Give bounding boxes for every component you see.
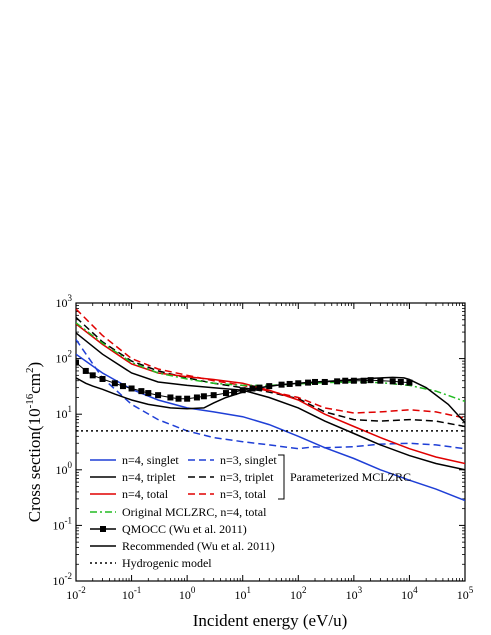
bracket-label: Parameterized MCLZRC xyxy=(290,470,411,484)
series-layer xyxy=(76,308,465,502)
qmocc-marker xyxy=(231,389,238,396)
x-tick-label: 10-2 xyxy=(66,585,86,602)
y-tick-label: 100 xyxy=(56,460,73,477)
y-axis-label-unit-exp: 2 xyxy=(24,367,36,373)
y-axis-label-main: Cross section(10 xyxy=(25,408,44,522)
y-tick-label: 10-1 xyxy=(53,515,73,532)
x-axis-label: Incident energy (eV/u) xyxy=(193,611,348,630)
legend: n=4, singlet n=3, singlet n=4, triplet n=3,… xyxy=(90,453,411,570)
qmocc-marker xyxy=(128,385,135,392)
qmocc-marker xyxy=(175,395,182,402)
qmocc-marker xyxy=(82,367,89,374)
qmocc-marker xyxy=(200,393,207,400)
qmocc-marker xyxy=(111,380,118,387)
qmocc-marker xyxy=(222,390,229,397)
y-tick-label: 103 xyxy=(56,293,73,310)
legend-label: QMOCC (Wu et al. 2011) xyxy=(122,522,247,536)
x-tick-label: 10-1 xyxy=(122,585,142,602)
x-tick-labels: 10-2 10-1 100 101 102 103 104 105 xyxy=(66,585,474,602)
qmocc-marker xyxy=(210,392,217,399)
qmocc-marker xyxy=(155,392,162,399)
x-tick-label: 103 xyxy=(346,585,363,602)
y-axis-label-unit: cm xyxy=(25,373,44,394)
qmocc-marker xyxy=(249,385,256,392)
qmocc-marker xyxy=(89,372,96,379)
x-tick-label: 100 xyxy=(179,585,196,602)
legend-label: n=4, triplet xyxy=(122,470,176,484)
legend-label: Recommended (Wu et al. 2011) xyxy=(122,539,275,553)
x-tick-label: 101 xyxy=(234,585,251,602)
x-tick-label: 105 xyxy=(457,585,474,602)
series-line-qmocc-wu-et-al-2011 xyxy=(76,362,410,400)
series-line-original-mclzrc-n-4-total xyxy=(76,322,465,403)
y-axis-label-exp: -16 xyxy=(24,393,36,408)
qmocc-marker xyxy=(377,377,384,384)
qmocc-marker xyxy=(145,390,152,397)
series-line-n-4-total xyxy=(76,323,465,465)
legend-label: n=3, singlet xyxy=(220,453,277,467)
legend-label: n=4, total xyxy=(122,487,169,501)
qmocc-marker xyxy=(99,375,106,382)
qmocc-marker xyxy=(367,377,374,384)
series-line-recommended-wu-et-al-2011 xyxy=(76,376,465,424)
legend-bracket xyxy=(278,454,285,500)
plot-frame xyxy=(75,302,466,582)
legend-label: Hydrogenic model xyxy=(122,556,212,570)
legend-label: n=3, triplet xyxy=(220,470,274,484)
legend-marker xyxy=(100,526,106,532)
series-line-n-3-triplet xyxy=(76,316,465,428)
qmocc-marker xyxy=(184,395,191,402)
y-tick-labels: 10-2 10-1 100 101 102 103 xyxy=(53,293,73,588)
qmocc-marker xyxy=(397,378,404,385)
qmocc-marker xyxy=(119,383,126,390)
y-tick-label: 102 xyxy=(56,349,73,366)
y-axis-label: Cross section(10-16cm2) xyxy=(24,362,44,522)
axis-ticks xyxy=(75,302,466,582)
legend-label: Original MCLZRC, n=4, total xyxy=(122,505,267,519)
qmocc-marker xyxy=(167,394,174,401)
qmocc-marker xyxy=(193,394,200,401)
y-tick-label: 101 xyxy=(56,404,73,421)
x-tick-label: 102 xyxy=(290,585,307,602)
y-axis-label-close: ) xyxy=(25,362,44,368)
qmocc-marker xyxy=(389,378,396,385)
qmocc-marker xyxy=(360,377,367,384)
qmocc-marker xyxy=(406,379,413,386)
qmocc-marker xyxy=(239,387,246,394)
legend-label: n=3, total xyxy=(220,487,267,501)
qmocc-marker xyxy=(76,359,79,366)
series-line-n-3-singlet xyxy=(76,339,465,450)
qmocc-marker xyxy=(138,388,145,395)
x-tick-label: 104 xyxy=(401,585,418,602)
y-tick-label: 10-2 xyxy=(53,571,73,588)
series-line-n-4-triplet xyxy=(76,332,465,471)
legend-label: n=4, singlet xyxy=(122,453,179,467)
qmocc-marker xyxy=(350,377,357,384)
